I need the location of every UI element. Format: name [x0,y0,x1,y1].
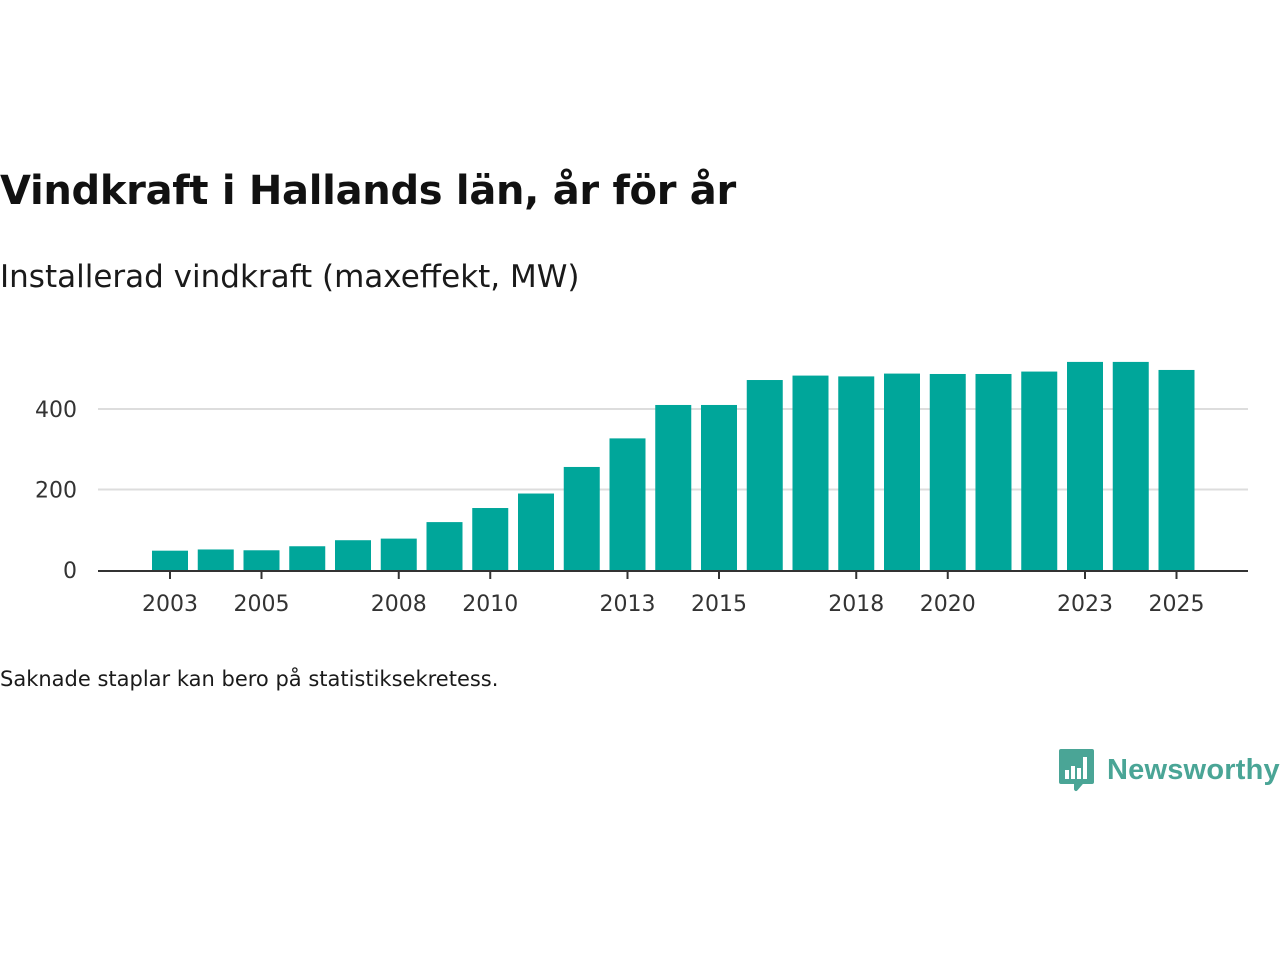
y-tick-label: 400 [35,398,77,423]
bar-2013 [609,438,646,570]
chart-title: Vindkraft i Hallands län, år för år [0,168,736,214]
bar-2024 [1112,361,1149,570]
x-tick-label: 2013 [600,592,656,617]
bar-2017 [792,375,829,570]
x-tick-label: 2005 [234,592,290,617]
bar-2004 [197,549,234,570]
bar-2008 [380,538,417,570]
bar-2003 [152,550,188,570]
bar-2019 [884,373,920,570]
x-tick-label: 2010 [462,592,518,617]
y-tick-label: 0 [63,559,77,584]
bar-2011 [518,493,554,570]
bar-2005 [243,550,280,570]
bar-2020 [929,373,966,570]
bar-chart: 0 200 400 2003 2005 2008 2010 2013 2015 2018 2020 2… [35,361,1248,617]
x-tick-label: 2023 [1057,592,1113,617]
newsworthy-logo: Newsworthy [1058,748,1280,792]
bar-2016 [746,380,783,570]
x-tick-label: 2025 [1149,592,1205,617]
footnote: Saknade staplar kan bero på statistiksek… [0,667,499,691]
bar-2018 [838,376,875,570]
x-tick-label: 2008 [371,592,427,617]
bar-2010 [472,508,509,570]
bar-2006 [289,546,326,570]
x-tick-label: 2018 [828,592,884,617]
bar-2009 [426,522,463,570]
bar-2012 [563,466,600,570]
bar-2023 [1067,361,1103,570]
y-tick-label: 200 [35,479,77,504]
newsworthy-chart-icon [1059,749,1094,791]
x-tick-label: 2020 [920,592,976,617]
brand-name: Newsworthy [1107,753,1280,786]
bar-2014 [655,404,692,570]
x-tick-label: 2015 [691,592,747,617]
bar-2025 [1158,369,1195,570]
bar-2022 [1021,371,1058,570]
x-tick-label: 2003 [142,592,198,617]
chart-subtitle: Installerad vindkraft (maxeffekt, MW) [0,259,580,295]
bar-2015 [701,404,737,570]
bar-2007 [335,540,371,570]
bar-2021 [975,373,1012,570]
